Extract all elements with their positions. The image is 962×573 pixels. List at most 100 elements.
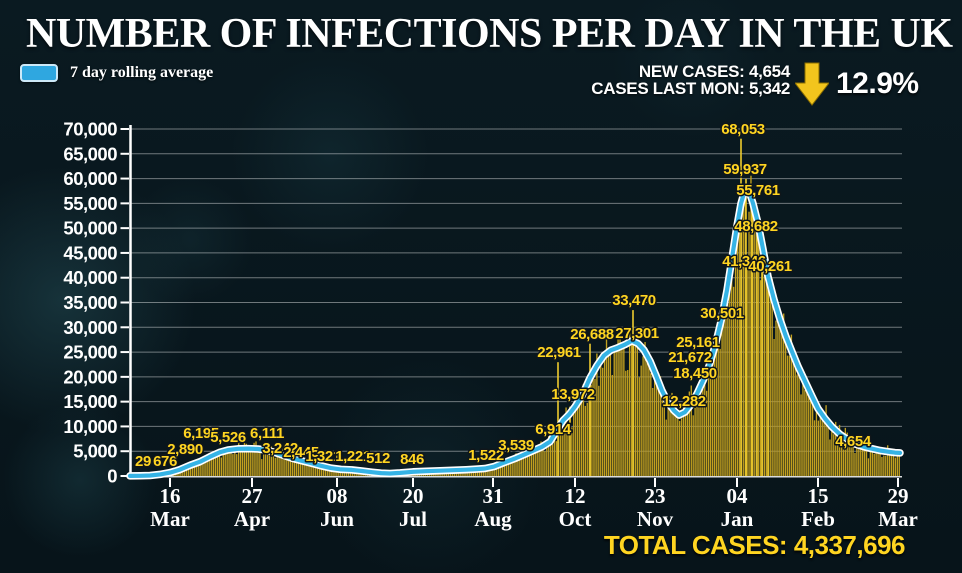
bar (808, 391, 810, 476)
bar (682, 403, 685, 476)
bar (499, 461, 502, 476)
x-axis-day-label: 04 (727, 484, 749, 508)
spike-bar (745, 178, 747, 476)
bar (705, 390, 708, 476)
bar (605, 337, 608, 476)
bar (530, 453, 533, 476)
y-axis-label: 35,000 (63, 292, 117, 313)
bar (804, 389, 806, 476)
bar (550, 437, 552, 476)
bar (546, 442, 548, 476)
bar (653, 376, 656, 476)
bar (542, 442, 544, 476)
bar (694, 407, 696, 476)
bar (686, 414, 689, 476)
stats-block: NEW CASES: 4,654 CASES LAST MON: 5,342 (591, 63, 790, 97)
bar (220, 457, 223, 476)
bar (783, 313, 785, 476)
spike-bar (767, 276, 769, 476)
bar (505, 461, 508, 476)
bar (199, 464, 201, 476)
bar (848, 435, 850, 476)
bar (576, 404, 579, 476)
y-axis-label: 20,000 (63, 366, 117, 387)
x-axis-month-label: Mar (150, 507, 190, 531)
bar (673, 409, 675, 476)
bar (291, 462, 294, 476)
bar (305, 463, 307, 476)
bar (719, 348, 721, 476)
bar (729, 279, 731, 476)
bar (270, 446, 273, 476)
bar (771, 278, 773, 476)
bar (702, 380, 704, 476)
data-label: 18,450 (673, 365, 717, 382)
y-axis-label: 40,000 (63, 267, 117, 288)
bar (667, 400, 669, 476)
bar (625, 370, 627, 476)
bar (621, 348, 623, 476)
bar (721, 316, 723, 476)
bar (671, 392, 673, 476)
spike-bar (569, 406, 571, 476)
bar (532, 450, 535, 476)
bar (586, 402, 588, 476)
bar (297, 461, 300, 476)
data-label: 25,161 (676, 334, 720, 351)
bar (734, 254, 737, 476)
bar (236, 454, 238, 476)
bar (189, 465, 192, 476)
bar (636, 334, 639, 476)
bar (650, 373, 652, 476)
data-label: 2,445 (283, 444, 319, 461)
bar (890, 453, 893, 476)
bar (278, 452, 280, 476)
bar (838, 424, 841, 476)
bar (798, 368, 800, 476)
bar (684, 401, 687, 476)
bar (551, 444, 554, 476)
bar (765, 268, 768, 476)
x-axis-month-label: Feb (801, 507, 835, 531)
new-cases-value: 4,654 (748, 62, 790, 81)
data-label: 22,961 (537, 344, 581, 361)
bar (802, 382, 804, 476)
data-label: 5,526 (210, 429, 246, 446)
bar (571, 427, 573, 476)
bar (232, 454, 234, 476)
bar (898, 449, 900, 476)
spike-bar (589, 343, 591, 476)
data-label: 48,682 (734, 218, 778, 235)
bar (218, 448, 221, 476)
bar (263, 454, 265, 476)
bar (463, 471, 465, 476)
bar (757, 228, 760, 476)
bar (759, 280, 762, 476)
bar (715, 336, 717, 476)
bar (858, 445, 860, 476)
bar (813, 420, 816, 476)
bar (652, 388, 654, 476)
x-axis-day-label: 31 (483, 484, 504, 508)
x-axis-day-label: 27 (242, 484, 263, 508)
bar (261, 459, 263, 476)
legend: 7 day rolling average (20, 64, 213, 82)
bar (501, 465, 504, 476)
bar (480, 469, 483, 476)
spike-bar (751, 199, 753, 476)
bar (659, 376, 662, 476)
data-label: 55,761 (736, 182, 780, 199)
down-arrow-icon (795, 62, 829, 106)
bar (732, 286, 735, 476)
bar (496, 467, 498, 476)
new-cases-label: NEW CASES: (638, 62, 745, 81)
bar (875, 447, 877, 476)
bar (842, 446, 845, 476)
data-label: 4,654 (835, 433, 872, 450)
bar (863, 440, 866, 476)
bar (698, 386, 700, 476)
bar (750, 175, 752, 476)
bar (596, 353, 598, 476)
bar (239, 448, 242, 476)
bar (544, 451, 546, 476)
